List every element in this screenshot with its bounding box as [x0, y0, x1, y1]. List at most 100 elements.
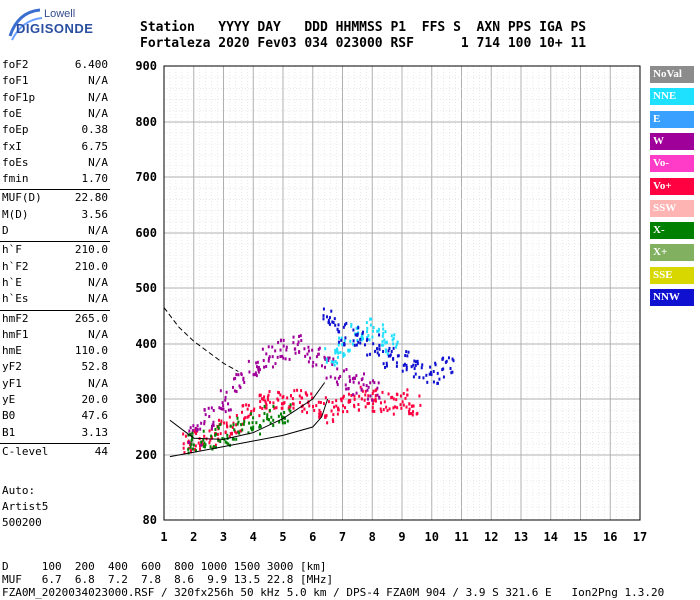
data-point-x — [277, 414, 280, 418]
data-point-vo — [371, 406, 374, 410]
data-point-x — [219, 422, 222, 426]
data-point-w — [294, 351, 297, 355]
param-value: 110.0 — [74, 344, 108, 358]
x-tick-label: 7 — [339, 530, 346, 544]
data-point-nnw — [352, 339, 355, 343]
data-point-nnw — [366, 353, 369, 357]
data-point-vo — [267, 393, 270, 397]
data-point-x — [221, 437, 224, 441]
data-point-vo — [381, 390, 384, 394]
data-point-x — [212, 445, 215, 449]
data-point-vo — [235, 413, 238, 417]
data-point-w — [276, 355, 279, 359]
data-point-vo — [291, 397, 294, 401]
footer-distance: D 100 200 400 600 800 1000 1500 3000 [km… — [2, 560, 327, 573]
param-row: yF2 52.8 — [2, 360, 108, 376]
data-point-nnw — [436, 371, 439, 375]
data-point-vo — [182, 432, 185, 436]
data-point-nnw — [404, 354, 407, 358]
data-point-w — [348, 375, 351, 379]
param-key: MUF(D) — [2, 191, 42, 205]
data-point-vo — [367, 394, 370, 398]
data-point-x — [190, 442, 193, 446]
data-point-vo — [219, 432, 222, 436]
data-point-w — [227, 408, 230, 412]
data-point-nnw — [378, 333, 381, 337]
data-point-nne — [366, 326, 369, 330]
data-point-vo — [348, 399, 351, 403]
data-point-x — [226, 433, 229, 437]
data-point-w — [292, 335, 295, 339]
data-point-nnw — [385, 364, 388, 368]
data-point-x — [278, 420, 281, 424]
data-point-w — [267, 345, 270, 349]
data-point-w — [345, 387, 348, 391]
data-point-vo — [408, 410, 411, 414]
data-point-vo — [281, 406, 284, 410]
param-value: 3.13 — [81, 425, 109, 439]
data-point-w — [299, 334, 302, 338]
data-point-x — [280, 412, 283, 416]
data-point-nnw — [361, 332, 364, 336]
data-point-nnw — [428, 372, 431, 376]
data-point-x — [229, 424, 232, 428]
data-point-w — [367, 385, 370, 389]
data-point-vo — [396, 406, 399, 410]
x-tick-label: 11 — [454, 530, 468, 544]
data-point-nne — [334, 348, 337, 352]
data-point-w — [376, 393, 379, 397]
data-point-w — [307, 349, 310, 353]
data-point-x — [281, 418, 284, 422]
data-point-nne — [336, 361, 339, 365]
data-point-nnw — [390, 349, 393, 353]
data-point-w — [258, 368, 261, 372]
data-point-w — [360, 388, 363, 392]
data-point-vo — [262, 398, 265, 402]
data-point-vo — [259, 400, 262, 404]
data-point-vo — [341, 404, 344, 408]
data-point-vo — [287, 406, 290, 410]
data-point-nnw — [352, 328, 355, 332]
data-point-vo — [363, 398, 366, 402]
data-point-nnw — [450, 371, 453, 375]
data-point-nnw — [322, 317, 325, 321]
data-point-nne — [368, 338, 371, 342]
data-point-x — [187, 447, 190, 451]
data-point-nne — [349, 339, 352, 343]
data-point-vo — [406, 393, 409, 397]
data-point-vo — [319, 400, 322, 404]
data-point-vo — [267, 398, 270, 402]
data-point-nnw — [332, 321, 335, 325]
param-value: N/A — [88, 224, 108, 237]
data-point-w — [200, 443, 203, 447]
data-point-x — [250, 412, 253, 416]
data-point-w — [315, 355, 318, 359]
data-point-w — [203, 420, 206, 424]
data-point-x — [283, 411, 286, 415]
data-point-w — [324, 357, 327, 361]
data-point-vo — [247, 414, 250, 418]
x-tick-label: 15 — [573, 530, 587, 544]
param-key: C-level — [2, 444, 49, 458]
data-point-w — [219, 389, 222, 393]
data-point-nnw — [322, 307, 325, 311]
data-point-w — [324, 365, 327, 369]
x-tick-label: 9 — [398, 530, 405, 544]
data-point-x — [191, 437, 194, 441]
data-point-w — [265, 364, 268, 368]
data-point-x — [263, 412, 266, 416]
data-point-vo — [373, 409, 376, 413]
data-point-nnw — [356, 332, 359, 336]
data-point-vo — [182, 442, 185, 446]
data-point-nnw — [434, 361, 437, 365]
data-point-x — [204, 443, 207, 447]
data-point-w — [261, 347, 264, 351]
data-point-vo — [342, 410, 345, 414]
data-point-nne — [347, 348, 350, 352]
data-point-nne — [350, 323, 353, 327]
param-value: 3.56 — [81, 207, 109, 221]
data-point-vo — [194, 444, 197, 448]
data-point-w — [371, 398, 374, 402]
data-point-w — [207, 406, 210, 410]
param-row: D N/A — [2, 224, 108, 240]
